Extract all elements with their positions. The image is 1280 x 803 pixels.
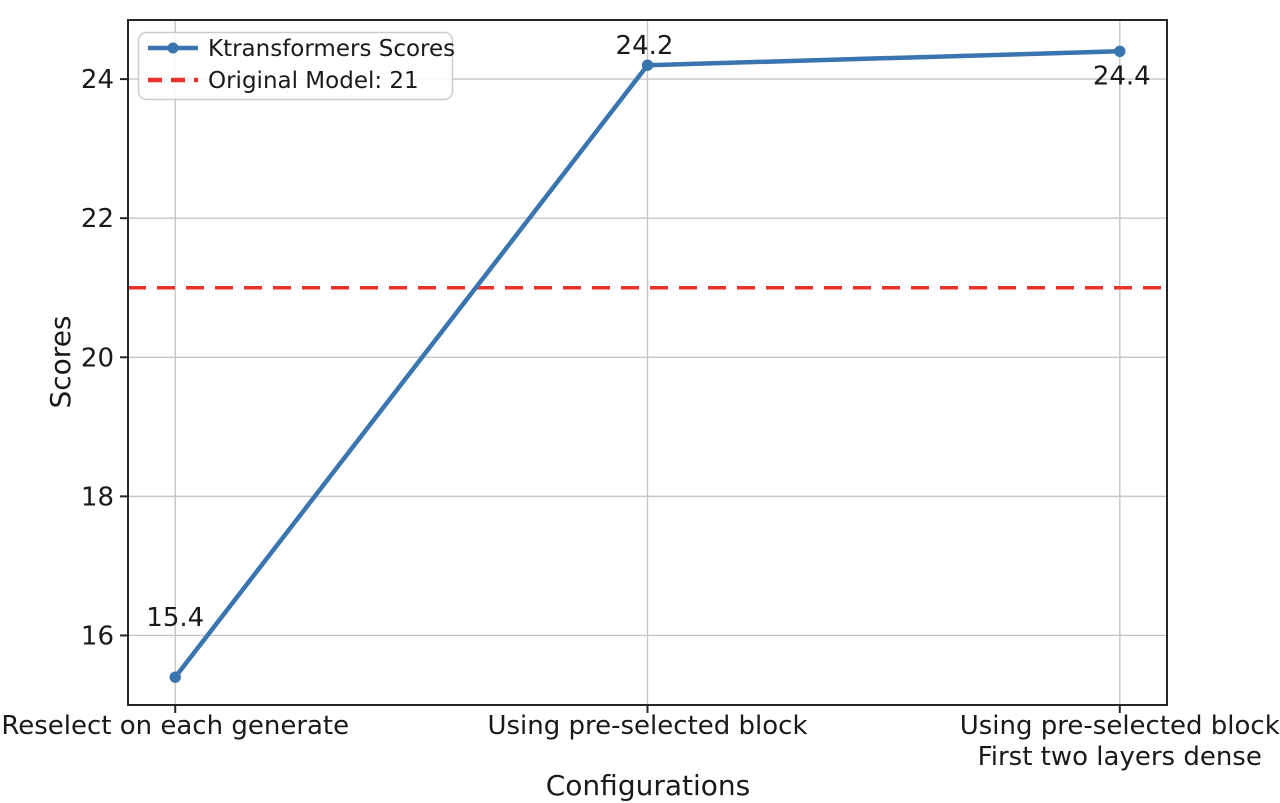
series-layer: [169, 45, 1126, 683]
data-point-label: 15.4: [146, 603, 204, 633]
x-axis-label: Configurations: [546, 769, 750, 802]
y-tick-label: 20: [81, 343, 114, 373]
x-tick-label: First two layers dense: [978, 742, 1262, 772]
data-point-marker: [1114, 45, 1126, 57]
x-tick-label: Using pre-selected block: [487, 711, 807, 741]
data-point-marker: [169, 671, 181, 683]
y-tick-label: 22: [81, 204, 114, 234]
data-labels-layer: 15.4 24.2 24.4: [146, 31, 1150, 633]
legend-series-marker-icon: [167, 42, 179, 54]
legend: Ktransformers Scores Original Model: 21: [137, 31, 455, 101]
y-tick-label: 24: [81, 65, 114, 95]
y-tick-label: 18: [81, 482, 114, 512]
y-tick-label: 16: [81, 621, 114, 651]
data-point-marker: [641, 59, 654, 71]
y-axis-label: Scores: [44, 315, 77, 408]
legend-box: [137, 31, 454, 101]
x-tick-label: Using pre-selected block: [960, 711, 1280, 741]
x-tick-label: Reselect on each generate: [1, 711, 349, 741]
data-point-label: 24.4: [1093, 61, 1151, 91]
y-tick-labels: 16 18 20 22 24: [81, 65, 114, 651]
legend-entry-series: Ktransformers Scores: [208, 36, 455, 62]
legend-entry-reference: Original Model: 21: [208, 68, 419, 94]
x-tick-labels: Reselect on each generate Using pre-selec…: [1, 711, 1279, 772]
gridlines: [128, 20, 1167, 705]
tick-marks-layer: [120, 78, 1121, 713]
data-point-label: 24.2: [616, 31, 674, 61]
